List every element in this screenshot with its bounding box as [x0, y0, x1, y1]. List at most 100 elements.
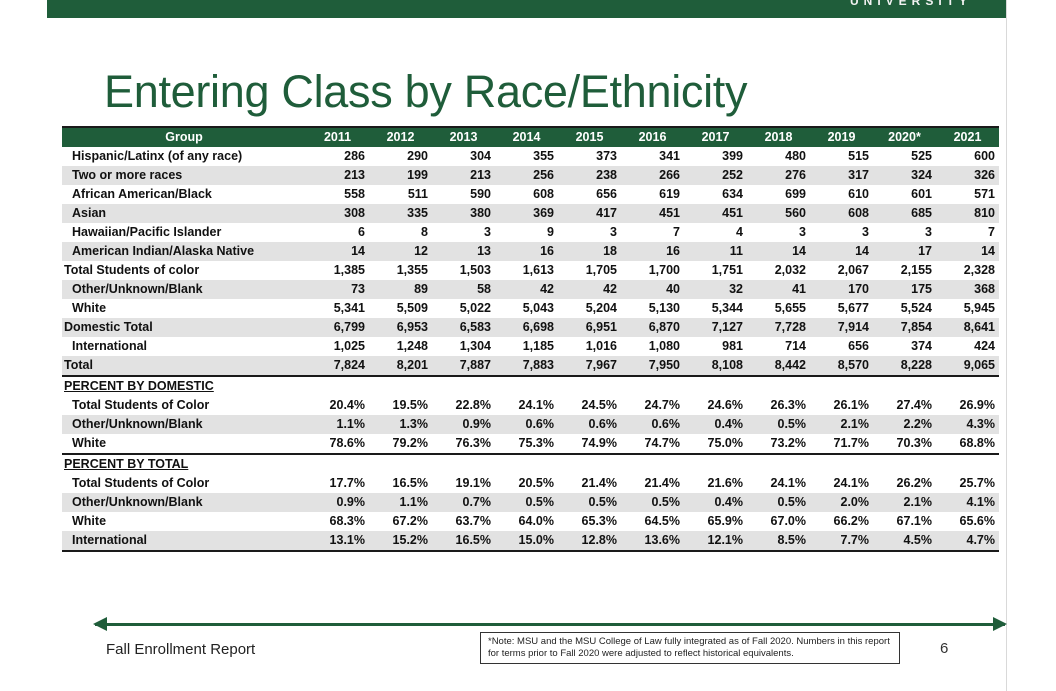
table-cell: 1,355: [396, 263, 428, 277]
year-header: 2013: [432, 126, 495, 147]
table-cell: 14: [936, 242, 999, 261]
table-row: Asian 308 335 380 369 417 451 451 560 608 685 810: [62, 204, 999, 223]
table-cell: 64.0%: [518, 514, 554, 528]
table-cell: 74.7%: [621, 434, 684, 455]
table-cell: 5,509: [396, 301, 428, 315]
arrow-right-icon: [993, 617, 1007, 631]
table-row: Hawaiian/Pacific Islander 6 8 3 9 3 7 4 3 3 3 7: [62, 223, 999, 242]
table-row: Two or more races 213 199 213 256 238 266 252 27…: [62, 166, 999, 185]
table-cell: 19.1%: [455, 476, 491, 490]
table-cell: 6,799: [306, 318, 369, 337]
table-cell: 571: [974, 187, 995, 201]
table-cell: 0.6%: [558, 415, 621, 434]
table-row: Other/Unknown/Blank 1.1% 1.3% 0.9% 0.6% 0.6% 0…: [62, 415, 999, 434]
group-header: Group: [62, 126, 306, 147]
table-cell: 16.5%: [432, 531, 495, 552]
table-cell: 11: [684, 242, 747, 261]
table-cell: 67.0%: [770, 514, 806, 528]
table-cell: 1,185: [522, 339, 554, 353]
year-header: 2020*: [873, 126, 936, 147]
table-cell: 0.4%: [684, 493, 747, 512]
table-cell: 2,032: [774, 263, 806, 277]
table-cell: 558: [344, 187, 365, 201]
table-cell: 13.1%: [306, 531, 369, 552]
table-cell: 58: [432, 280, 495, 299]
table-cell: 252: [684, 166, 747, 185]
table-cell: 12: [369, 242, 432, 261]
year-header: 2014: [495, 126, 558, 147]
table-cell: 24.7%: [644, 398, 680, 412]
table-cell: 3: [925, 225, 932, 239]
table-row: White 78.6% 79.2% 76.3% 75.3% 74.9% 74.7% 75.0%…: [62, 434, 999, 455]
table-cell: 4.5%: [873, 531, 936, 552]
table-cell: 89: [369, 280, 432, 299]
section-header-row: PERCENT BY DOMESTIC: [62, 376, 999, 396]
table-cell: 3: [610, 225, 617, 239]
table-cell: 2.1%: [810, 415, 873, 434]
table-cell: 6,583: [432, 318, 495, 337]
table-cell: 7,967: [558, 356, 621, 377]
table-cell: 24.1%: [518, 398, 554, 412]
table-cell: 399: [722, 149, 743, 163]
table-cell: 74.9%: [558, 434, 621, 455]
table-cell: 213: [306, 166, 369, 185]
table-cell: 78.6%: [306, 434, 369, 455]
table-row: Total Students of Color 20.4% 19.5% 22.8% 24…: [62, 396, 999, 415]
table-cell: 5,655: [774, 301, 806, 315]
year-header: 2012: [369, 126, 432, 147]
table-row: White 68.3% 67.2% 63.7% 64.0% 65.3% 64.5% 65.9%…: [62, 512, 999, 531]
table-row: Total Students of color 1,385 1,355 1,503 1,…: [62, 261, 999, 280]
year-header: 2011: [306, 126, 369, 147]
table-cell: 32: [684, 280, 747, 299]
table-cell: 7,728: [747, 318, 810, 337]
table-row: International 1,025 1,248 1,304 1,185 1,016 1,…: [62, 337, 999, 356]
year-header: 2021: [936, 126, 999, 147]
table-cell: 24.6%: [707, 398, 743, 412]
table-row: African American/Black 558 511 590 608 656 619…: [62, 185, 999, 204]
table-row: Total 7,824 8,201 7,887 7,883 7,967 7,950 8,108…: [62, 356, 999, 377]
table-cell: 17.7%: [329, 476, 365, 490]
row-label: International: [62, 531, 306, 552]
table-row: International 13.1% 15.2% 16.5% 15.0% 12.8% 13…: [62, 531, 999, 552]
year-header: 2017: [684, 126, 747, 147]
table-cell: 5,344: [711, 301, 743, 315]
table-cell: 374: [911, 339, 932, 353]
table-cell: 256: [495, 166, 558, 185]
table-cell: 75.3%: [495, 434, 558, 455]
table-cell: 5,524: [900, 301, 932, 315]
table-cell: 14: [810, 242, 873, 261]
row-label: International: [72, 339, 148, 353]
table-cell: 424: [974, 339, 995, 353]
table-cell: 67.1%: [896, 514, 932, 528]
table-cell: 5,022: [459, 301, 491, 315]
table-cell: 0.4%: [684, 415, 747, 434]
table-cell: 1,304: [459, 339, 491, 353]
table-row: Other/Unknown/Blank 73 89 58 42 42 40 32 41 170 17…: [62, 280, 999, 299]
table-row: Other/Unknown/Blank 0.9% 1.1% 0.7% 0.5% 0.5% 0…: [62, 493, 999, 512]
table-cell: 600: [974, 149, 995, 163]
table-cell: 24.5%: [581, 398, 617, 412]
row-label: African American/Black: [72, 187, 212, 201]
table-cell: 0.5%: [495, 493, 558, 512]
table-cell: 170: [810, 280, 873, 299]
table-cell: 21.6%: [707, 476, 743, 490]
year-header: 2019: [810, 126, 873, 147]
row-label: American Indian/Alaska Native: [62, 242, 306, 261]
row-label: Other/Unknown/Blank: [62, 493, 306, 512]
table-cell: 355: [533, 149, 554, 163]
table-cell: 2.1%: [873, 493, 936, 512]
table-cell: 71.7%: [810, 434, 873, 455]
table-cell: 1,080: [648, 339, 680, 353]
table-cell: 6,698: [495, 318, 558, 337]
table-cell: 1,751: [711, 263, 743, 277]
table-cell: 7: [988, 225, 995, 239]
table-cell: 17: [873, 242, 936, 261]
row-label: Asian: [62, 204, 306, 223]
table-cell: 21.4%: [581, 476, 617, 490]
table-cell: 63.7%: [455, 514, 491, 528]
section-header-row: PERCENT BY TOTAL: [62, 454, 999, 474]
table-cell: 1,385: [333, 263, 365, 277]
table-cell: 9: [547, 225, 554, 239]
table-cell: 73: [306, 280, 369, 299]
table-cell: 18: [558, 242, 621, 261]
